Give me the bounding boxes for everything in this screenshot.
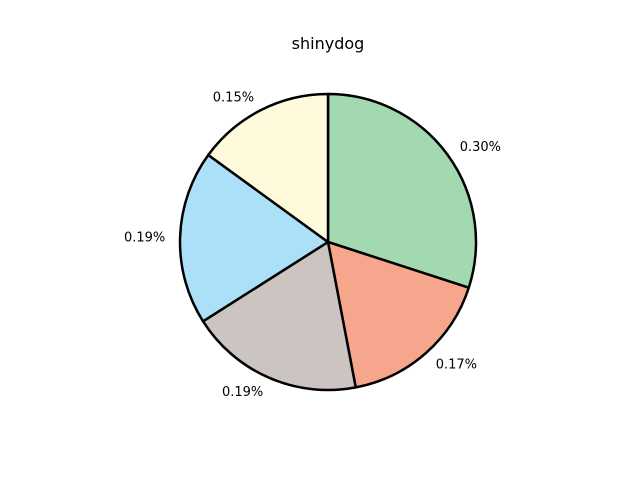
pie-slice-fill xyxy=(208,94,328,242)
pie-label: 0.30% xyxy=(460,140,501,155)
pie-slice-3 xyxy=(201,240,357,392)
pie-slice-edge xyxy=(207,92,330,244)
pie-slice-4 xyxy=(178,153,330,323)
pie-slice-edge xyxy=(201,240,357,392)
pie-slice-edge xyxy=(326,92,478,289)
pie-slice-edge xyxy=(326,240,471,389)
pie-slice-fill xyxy=(328,242,469,388)
pie-slice-edge xyxy=(178,153,330,323)
pie-slices xyxy=(178,92,478,392)
pie-label: 0.17% xyxy=(436,358,477,373)
pie-label: 0.19% xyxy=(222,385,263,400)
pie-slice-1 xyxy=(326,92,478,289)
pie-slice-fill xyxy=(328,93,477,288)
pie-label: 0.19% xyxy=(124,230,165,245)
pie-slice-5 xyxy=(207,92,330,244)
pie-label: 0.15% xyxy=(213,90,254,105)
pie-slice-2 xyxy=(326,240,471,389)
chart-title: shinydog xyxy=(292,34,365,53)
pie-slice-fill xyxy=(180,155,328,322)
pie-slice-fill xyxy=(203,242,356,391)
pie-labels: 0.30% 0.17% 0.19% 0.19% 0.15% xyxy=(124,90,501,400)
